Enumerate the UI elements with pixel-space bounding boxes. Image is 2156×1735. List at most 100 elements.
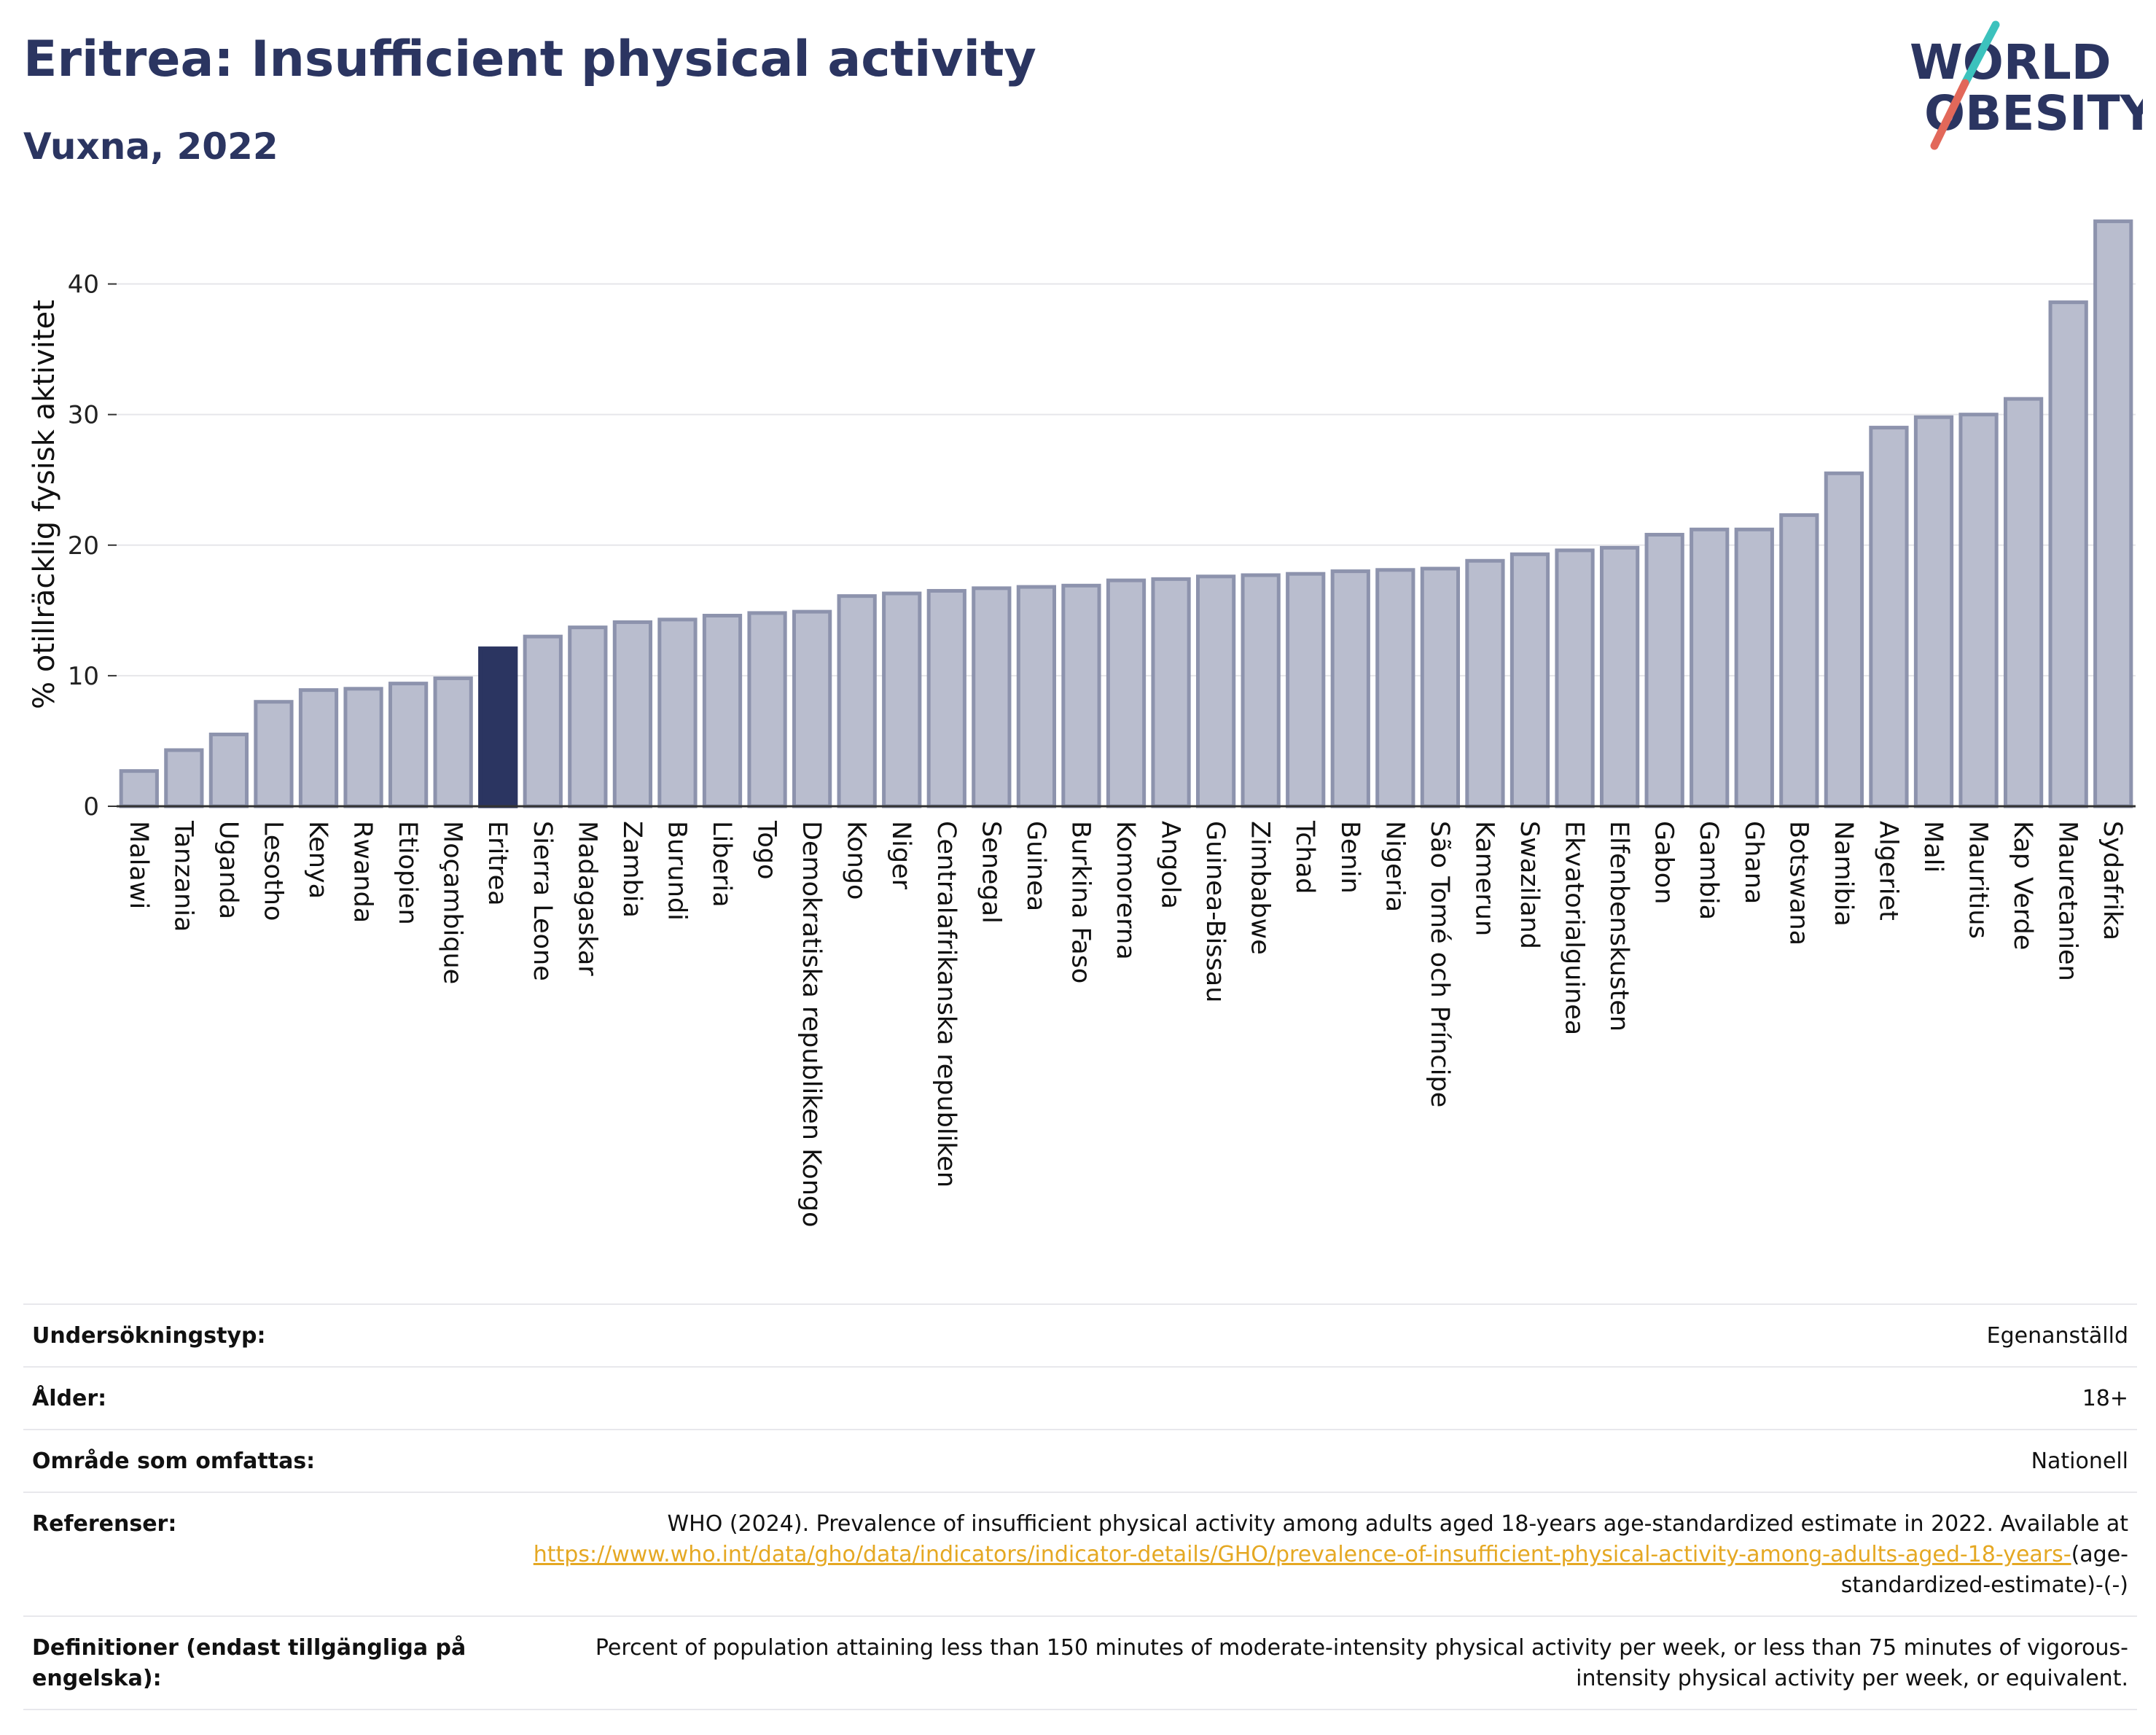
bar bbox=[343, 687, 383, 808]
x-category-label: Zambia bbox=[617, 821, 647, 918]
x-category-label: Tchad bbox=[1290, 820, 1319, 894]
bar bbox=[1869, 426, 1909, 808]
bar bbox=[882, 591, 922, 808]
chart-subtitle: Vuxna, 2022 bbox=[23, 125, 278, 168]
bar bbox=[254, 700, 294, 808]
bar bbox=[1061, 583, 1101, 808]
bar bbox=[2048, 300, 2088, 808]
bar bbox=[208, 732, 249, 808]
bar bbox=[1016, 585, 1057, 808]
bar bbox=[1375, 568, 1415, 808]
x-category-label: Senegal bbox=[976, 821, 1005, 924]
x-category-label: Mauretanien bbox=[2053, 821, 2082, 981]
x-category-label: Liberia bbox=[707, 821, 736, 908]
x-category-label: Sierra Leone bbox=[528, 821, 557, 981]
info-row-references: Referenser: WHO (2024). Prevalence of in… bbox=[23, 1492, 2137, 1616]
world-obesity-logo: WORLD OBESITY bbox=[1910, 20, 2143, 150]
bar bbox=[1195, 574, 1236, 808]
age-value: 18+ bbox=[515, 1366, 2137, 1430]
x-category-label: Tanzania bbox=[168, 820, 198, 932]
x-category-label: Moçambique bbox=[438, 821, 467, 984]
x-category-label: Niger bbox=[886, 821, 915, 890]
bar bbox=[433, 676, 473, 808]
bar bbox=[1465, 558, 1505, 808]
x-category-label: Demokratiska republiken Kongo bbox=[797, 821, 826, 1228]
x-category-label: Togo bbox=[752, 820, 781, 879]
x-category-label: Kongo bbox=[842, 821, 871, 900]
bar-chart: 0 10 20 30 40 Malawi Tanzania Uganda Lesotho Ken… bbox=[28, 219, 2136, 1228]
x-category-label: Kenya bbox=[303, 821, 332, 899]
x-category-label: Algeriet bbox=[1873, 821, 1902, 921]
bar bbox=[568, 625, 608, 808]
x-category-label: Gabon bbox=[1649, 821, 1679, 904]
x-category-label: Nigeria bbox=[1380, 821, 1409, 912]
x-category-label: Ghana bbox=[1739, 821, 1768, 904]
bar bbox=[1644, 532, 1684, 808]
bar bbox=[1420, 566, 1461, 808]
info-table: Undersökningstyp: Egenanställd Ålder: 18… bbox=[23, 1303, 2137, 1710]
x-category-label: Komorerna bbox=[1111, 821, 1140, 960]
definitions-label: Definitioner (endast tillgängliga på eng… bbox=[23, 1615, 515, 1710]
bar bbox=[2093, 219, 2133, 808]
x-category-label: Botswana bbox=[1784, 821, 1813, 946]
x-category-label: Eritrea bbox=[483, 821, 512, 906]
bar bbox=[792, 609, 832, 808]
y-tick-label: 20 bbox=[68, 531, 99, 561]
y-tick-label: 40 bbox=[68, 270, 99, 300]
bar bbox=[1151, 577, 1191, 808]
bars bbox=[119, 219, 2133, 808]
x-category-label: Malawi bbox=[124, 821, 153, 909]
x-category-label: Burundi bbox=[662, 821, 691, 921]
x-category-label: Rwanda bbox=[348, 821, 378, 923]
logo-line-1: WORLD bbox=[1910, 34, 2112, 90]
chart-title: Eritrea: Insufficient physical activity bbox=[23, 31, 1036, 88]
info-row-area: Område som omfattas: Nationell bbox=[23, 1429, 2137, 1492]
x-category-label: Guinea-Bissau bbox=[1200, 821, 1230, 1002]
y-tick-label: 10 bbox=[68, 662, 99, 691]
references-link[interactable]: https://www.who.int/data/gho/data/indica… bbox=[533, 1542, 2071, 1567]
bar bbox=[702, 613, 743, 808]
bar bbox=[1509, 552, 1550, 808]
x-category-label: Centralafrikanska republiken bbox=[931, 821, 961, 1188]
info-row-definitions: Definitioner (endast tillgängliga på eng… bbox=[23, 1615, 2137, 1710]
x-category-label: Kap Verde bbox=[2008, 821, 2037, 950]
x-category-label: Uganda bbox=[214, 821, 243, 919]
bar bbox=[1734, 527, 1774, 808]
x-category-label: Benin bbox=[1335, 821, 1364, 894]
bar bbox=[1555, 548, 1595, 808]
bar bbox=[523, 634, 563, 808]
references-text: WHO (2024). Prevalence of insufficient p… bbox=[667, 1511, 2128, 1537]
area-label: Område som omfattas: bbox=[23, 1429, 515, 1492]
y-tick-label: 30 bbox=[68, 401, 99, 430]
survey-type-label: Undersökningstyp: bbox=[23, 1303, 515, 1367]
x-category-label: São Tomé och Príncipe bbox=[1425, 821, 1454, 1107]
bar bbox=[972, 586, 1012, 808]
x-category-label: Guinea bbox=[1021, 821, 1050, 911]
x-category-label: Burkina Faso bbox=[1066, 821, 1095, 983]
bar bbox=[612, 620, 653, 808]
x-category-label: Gambia bbox=[1694, 821, 1723, 920]
age-label: Ålder: bbox=[23, 1366, 515, 1430]
x-category-label: Angola bbox=[1156, 821, 1185, 909]
category-labels: Malawi Tanzania Uganda Lesotho Kenya Rwanda Et… bbox=[124, 820, 2127, 1228]
bar bbox=[657, 617, 698, 808]
survey-type-value: Egenanställd bbox=[515, 1303, 2137, 1367]
bar bbox=[926, 588, 966, 808]
x-category-label: Zimbabwe bbox=[1246, 821, 1275, 955]
x-category-label: Etiopien bbox=[393, 821, 422, 925]
bar bbox=[1958, 413, 1999, 808]
x-category-label: Lesotho bbox=[258, 821, 287, 921]
bar bbox=[1690, 527, 1730, 808]
x-category-label: Namibia bbox=[1829, 821, 1858, 927]
x-category-label: Ekvatorialguinea bbox=[1560, 821, 1589, 1035]
y-tick-label: 0 bbox=[83, 792, 99, 822]
x-category-label: Madagaskar bbox=[572, 821, 601, 976]
bar bbox=[298, 688, 339, 808]
info-row-age: Ålder: 18+ bbox=[23, 1366, 2137, 1430]
bar bbox=[1824, 471, 1864, 808]
logo-slash-top bbox=[1961, 20, 2000, 87]
bar bbox=[1241, 573, 1281, 808]
bar bbox=[1286, 572, 1326, 808]
x-category-label: Mali bbox=[1918, 821, 1948, 873]
references-value: WHO (2024). Prevalence of insufficient p… bbox=[515, 1492, 2137, 1616]
